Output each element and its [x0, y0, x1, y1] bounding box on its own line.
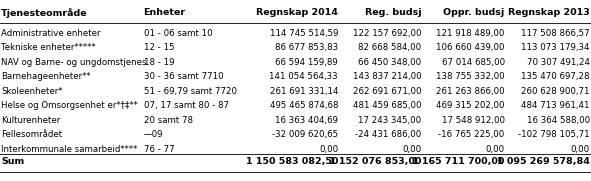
- Text: 82 668 584,00: 82 668 584,00: [358, 43, 421, 52]
- Text: 1 165 711 700,00: 1 165 711 700,00: [413, 157, 505, 167]
- Text: 16 364 588,00: 16 364 588,00: [527, 116, 590, 125]
- Text: 260 628 900,71: 260 628 900,71: [521, 87, 590, 96]
- Text: 76 - 77: 76 - 77: [144, 145, 174, 154]
- Text: Fellesområdet: Fellesområdet: [1, 130, 62, 139]
- Text: 117 508 866,57: 117 508 866,57: [521, 29, 590, 38]
- Text: 122 157 692,00: 122 157 692,00: [353, 29, 421, 38]
- Text: Enheter: Enheter: [144, 8, 186, 17]
- Text: 469 315 202,00: 469 315 202,00: [436, 101, 505, 110]
- Text: 495 465 874,68: 495 465 874,68: [269, 101, 338, 110]
- Text: —09: —09: [144, 130, 163, 139]
- Text: Oppr. budsj: Oppr. budsj: [443, 8, 505, 17]
- Text: 16 363 404,69: 16 363 404,69: [275, 116, 338, 125]
- Text: 1 152 076 853,00: 1 152 076 853,00: [329, 157, 421, 167]
- Text: -102 798 105,71: -102 798 105,71: [518, 130, 590, 139]
- Text: -16 765 225,00: -16 765 225,00: [439, 130, 505, 139]
- Text: 07, 17 samt 80 - 87: 07, 17 samt 80 - 87: [144, 101, 229, 110]
- Text: Regnskap 2013: Regnskap 2013: [508, 8, 590, 17]
- Text: 70 307 491,24: 70 307 491,24: [527, 58, 590, 67]
- Text: 135 470 697,28: 135 470 697,28: [521, 72, 590, 81]
- Text: 17 548 912,00: 17 548 912,00: [441, 116, 505, 125]
- Text: Helse og Omsorgsenhet er*†‡**: Helse og Omsorgsenhet er*†‡**: [1, 101, 138, 110]
- Text: 121 918 489,00: 121 918 489,00: [436, 29, 505, 38]
- Text: Interkommunale samarbeid****: Interkommunale samarbeid****: [1, 145, 138, 154]
- Text: 0,00: 0,00: [319, 145, 338, 154]
- Text: 138 755 332,00: 138 755 332,00: [436, 72, 505, 81]
- Text: 261 263 866,00: 261 263 866,00: [436, 87, 505, 96]
- Text: Administrative enheter: Administrative enheter: [1, 29, 100, 38]
- Text: 141 054 564,33: 141 054 564,33: [269, 72, 338, 81]
- Text: 143 837 214,00: 143 837 214,00: [353, 72, 421, 81]
- Text: Skoleenheter*: Skoleenheter*: [1, 87, 63, 96]
- Text: 262 691 671,00: 262 691 671,00: [353, 87, 421, 96]
- Text: 481 459 685,00: 481 459 685,00: [353, 101, 421, 110]
- Text: 30 - 36 samt 7710: 30 - 36 samt 7710: [144, 72, 223, 81]
- Text: 261 691 331,14: 261 691 331,14: [269, 87, 338, 96]
- Text: 01 - 06 samt 10: 01 - 06 samt 10: [144, 29, 212, 38]
- Text: 51 - 69,79 samt 7720: 51 - 69,79 samt 7720: [144, 87, 236, 96]
- Text: Barnehageenheter**: Barnehageenheter**: [1, 72, 91, 81]
- Text: 106 660 439,00: 106 660 439,00: [436, 43, 505, 52]
- Text: 86 677 853,83: 86 677 853,83: [275, 43, 338, 52]
- Text: 20 samt 78: 20 samt 78: [144, 116, 193, 125]
- Text: 67 014 685,00: 67 014 685,00: [441, 58, 505, 67]
- Text: 114 745 514,59: 114 745 514,59: [269, 29, 338, 38]
- Text: 0,00: 0,00: [486, 145, 505, 154]
- Text: Sum: Sum: [1, 157, 24, 167]
- Text: Tekniske enheter*****: Tekniske enheter*****: [1, 43, 96, 52]
- Text: Regnskap 2014: Regnskap 2014: [256, 8, 338, 17]
- Text: 18 - 19: 18 - 19: [144, 58, 174, 67]
- Text: 1 150 583 082,50: 1 150 583 082,50: [246, 157, 338, 167]
- Text: NAV og Barne- og ungdomstjenes: NAV og Barne- og ungdomstjenes: [1, 58, 147, 67]
- Text: 0,00: 0,00: [571, 145, 590, 154]
- Text: -24 431 686,00: -24 431 686,00: [355, 130, 421, 139]
- Text: 484 713 961,41: 484 713 961,41: [521, 101, 590, 110]
- Text: 66 450 348,00: 66 450 348,00: [358, 58, 421, 67]
- Text: 66 594 159,89: 66 594 159,89: [275, 58, 338, 67]
- Text: -32 009 620,65: -32 009 620,65: [272, 130, 338, 139]
- Text: Kulturenheter: Kulturenheter: [1, 116, 60, 125]
- Text: Reg. budsj: Reg. budsj: [365, 8, 421, 17]
- Text: 17 243 345,00: 17 243 345,00: [358, 116, 421, 125]
- Text: 113 073 179,34: 113 073 179,34: [521, 43, 590, 52]
- Text: 12 - 15: 12 - 15: [144, 43, 174, 52]
- Text: 0,00: 0,00: [402, 145, 421, 154]
- Text: 1 095 269 578,84: 1 095 269 578,84: [497, 157, 590, 167]
- Text: Tjenesteområde: Tjenesteområde: [1, 8, 88, 18]
